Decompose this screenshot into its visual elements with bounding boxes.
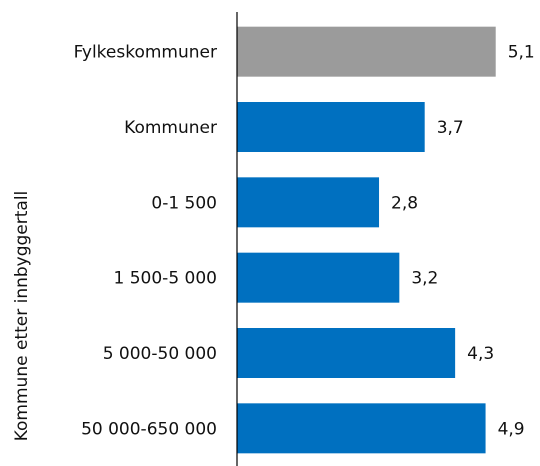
bar bbox=[237, 252, 400, 303]
bar bbox=[237, 177, 380, 228]
bar bbox=[237, 26, 496, 77]
y-tick-label: Fylkeskommuner bbox=[74, 43, 217, 63]
value-label: 3,7 bbox=[437, 118, 464, 138]
y-tick-label: 0-1 500 bbox=[151, 193, 217, 213]
value-label: 4,3 bbox=[467, 344, 494, 364]
bar bbox=[237, 403, 486, 454]
value-label: 3,2 bbox=[411, 269, 438, 289]
y-tick-label: 50 000-650 000 bbox=[81, 419, 217, 439]
y-tick-label: Kommuner bbox=[124, 118, 217, 138]
y-tick-label: 1 500-5 000 bbox=[114, 269, 217, 289]
bar bbox=[237, 102, 425, 152]
y-axis-label: Kommune etter innbyggertall bbox=[12, 191, 32, 442]
y-tick-label: 5 000-50 000 bbox=[103, 344, 217, 364]
bar bbox=[237, 328, 456, 378]
value-label: 5,1 bbox=[508, 43, 535, 63]
value-label: 2,8 bbox=[391, 193, 418, 213]
value-label: 4,9 bbox=[498, 419, 525, 439]
